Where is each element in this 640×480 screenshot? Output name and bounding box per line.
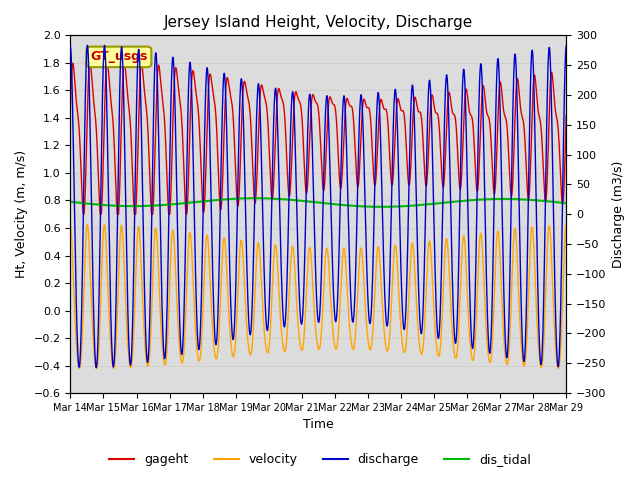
gageht <box>381 106 389 112</box>
discharge <box>461 74 468 80</box>
Line: gageht: gageht <box>70 62 566 214</box>
discharge <box>92 365 100 371</box>
dis_tidal <box>381 204 389 210</box>
Title: Jersey Island Height, Velocity, Discharge: Jersey Island Height, Velocity, Discharg… <box>164 15 473 30</box>
Line: dis_tidal: dis_tidal <box>70 198 566 207</box>
Line: discharge: discharge <box>70 45 566 368</box>
discharge <box>92 359 99 364</box>
X-axis label: Time: Time <box>303 419 333 432</box>
gageht <box>360 96 368 102</box>
Y-axis label: Ht, Velocity (m, m/s): Ht, Velocity (m, m/s) <box>15 150 28 278</box>
velocity <box>67 223 74 228</box>
gageht <box>246 110 254 116</box>
velocity <box>563 222 570 228</box>
Legend: gageht, velocity, discharge, dis_tidal: gageht, velocity, discharge, dis_tidal <box>104 448 536 471</box>
Line: velocity: velocity <box>70 225 566 369</box>
Y-axis label: Discharge (m3/s): Discharge (m3/s) <box>612 160 625 268</box>
velocity <box>92 362 99 368</box>
discharge <box>381 309 389 315</box>
velocity <box>83 222 91 228</box>
dis_tidal <box>378 204 385 210</box>
discharge <box>435 335 442 341</box>
discharge <box>360 154 368 160</box>
gageht <box>563 112 570 118</box>
dis_tidal <box>246 195 253 201</box>
discharge <box>67 44 74 49</box>
velocity <box>435 353 442 359</box>
dis_tidal <box>360 204 368 209</box>
gageht <box>79 211 87 217</box>
discharge <box>563 43 570 49</box>
discharge <box>84 42 92 48</box>
gageht <box>461 100 468 106</box>
discharge <box>246 332 254 337</box>
velocity <box>461 238 468 244</box>
gageht <box>92 114 99 120</box>
dis_tidal <box>67 199 74 205</box>
velocity <box>360 278 368 284</box>
dis_tidal <box>92 202 99 207</box>
velocity <box>246 351 254 357</box>
dis_tidal <box>461 198 468 204</box>
dis_tidal <box>435 201 442 206</box>
gageht <box>103 59 111 65</box>
dis_tidal <box>563 200 570 206</box>
Text: GT_usgs: GT_usgs <box>90 50 148 63</box>
velocity <box>93 366 100 372</box>
gageht <box>435 113 442 119</box>
dis_tidal <box>252 195 259 201</box>
gageht <box>67 104 74 109</box>
velocity <box>381 341 389 347</box>
